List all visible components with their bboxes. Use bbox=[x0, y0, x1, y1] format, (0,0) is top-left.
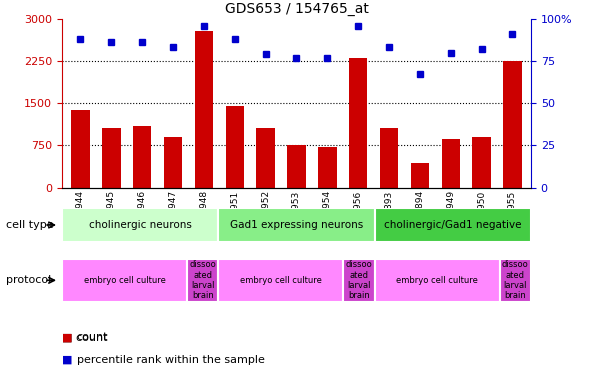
Bar bbox=[375, 259, 500, 302]
Text: ■: ■ bbox=[62, 333, 73, 342]
Text: protocol: protocol bbox=[6, 275, 51, 285]
Text: dissoo
ated
larval
brain: dissoo ated larval brain bbox=[502, 260, 529, 300]
Bar bbox=[218, 208, 375, 242]
Bar bbox=[62, 208, 218, 242]
Bar bbox=[187, 259, 218, 302]
Bar bbox=[102, 128, 120, 188]
Text: ■: ■ bbox=[62, 355, 73, 365]
Bar bbox=[380, 128, 398, 188]
Bar bbox=[164, 137, 182, 188]
Bar bbox=[318, 147, 336, 188]
Text: dissoo
ated
larval
brain: dissoo ated larval brain bbox=[346, 260, 372, 300]
Bar bbox=[411, 164, 429, 188]
Text: embryo cell culture: embryo cell culture bbox=[240, 276, 322, 285]
Text: cholinergic/Gad1 negative: cholinergic/Gad1 negative bbox=[384, 220, 522, 230]
Title: GDS653 / 154765_at: GDS653 / 154765_at bbox=[225, 2, 368, 16]
Bar bbox=[257, 128, 275, 188]
Bar bbox=[500, 259, 531, 302]
Text: ■ count: ■ count bbox=[62, 333, 107, 342]
Bar bbox=[349, 58, 368, 188]
Bar bbox=[218, 259, 343, 302]
Text: dissoo
ated
larval
brain: dissoo ated larval brain bbox=[189, 260, 216, 300]
Bar bbox=[375, 208, 531, 242]
Text: percentile rank within the sample: percentile rank within the sample bbox=[77, 355, 264, 365]
Bar bbox=[195, 31, 213, 188]
Bar bbox=[62, 259, 187, 302]
Bar bbox=[287, 146, 306, 188]
Text: cholinergic neurons: cholinergic neurons bbox=[88, 220, 192, 230]
Bar bbox=[343, 259, 375, 302]
Text: embryo cell culture: embryo cell culture bbox=[396, 276, 478, 285]
Bar bbox=[503, 61, 522, 188]
Text: count: count bbox=[77, 333, 108, 342]
Bar bbox=[473, 137, 491, 188]
Bar bbox=[71, 110, 90, 188]
Bar bbox=[225, 106, 244, 188]
Text: Gad1 expressing neurons: Gad1 expressing neurons bbox=[230, 220, 363, 230]
Bar bbox=[441, 139, 460, 188]
Text: embryo cell culture: embryo cell culture bbox=[84, 276, 165, 285]
Bar bbox=[133, 126, 152, 188]
Text: cell type: cell type bbox=[6, 220, 54, 230]
